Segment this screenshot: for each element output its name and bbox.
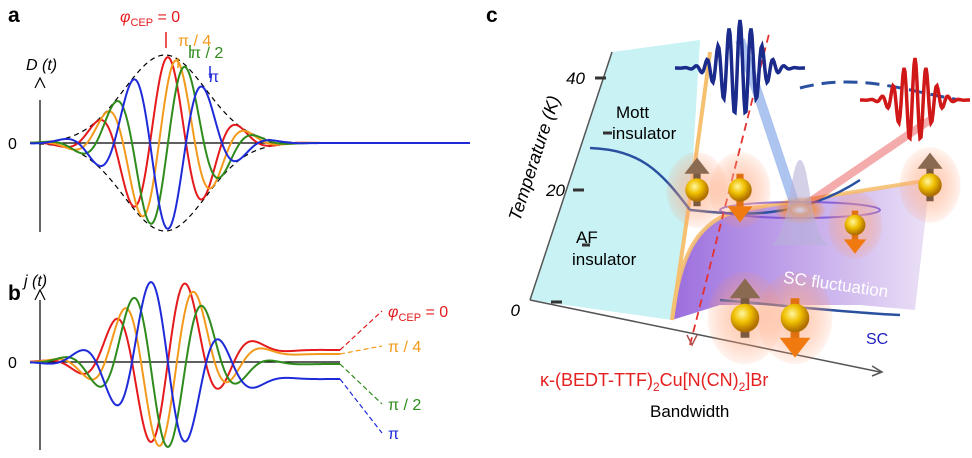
extension — [340, 379, 382, 433]
phase-label: π / 2 — [190, 45, 223, 62]
electron — [728, 178, 751, 201]
electron — [731, 304, 760, 333]
panel-label: a — [8, 4, 20, 27]
extension — [340, 311, 382, 350]
phase-label: π — [208, 69, 219, 86]
label-line: AF — [576, 228, 598, 247]
panel-label: c — [486, 4, 498, 27]
waveform — [30, 79, 470, 228]
extension — [340, 346, 382, 354]
tick-label: 20 — [545, 181, 565, 200]
y-label: j (t) — [22, 273, 47, 290]
symbol: φ — [120, 9, 130, 26]
label-line: insulator — [572, 250, 637, 269]
y-label: D (t) — [26, 57, 57, 74]
text-part: = 0 — [153, 9, 180, 26]
label-line: Mott — [616, 103, 649, 122]
figure: a D (t) 0 φCEP = 0π / 4π / 2π b j (t) 0 … — [0, 0, 972, 458]
subscript: CEP — [398, 312, 421, 324]
axis-arrow — [35, 290, 45, 300]
zero-label: 0 — [8, 355, 17, 372]
phase-label: π / 2 — [388, 397, 421, 414]
extension — [340, 364, 382, 404]
tick-label: 40 — [566, 69, 585, 88]
text-part: Cu[N(CN) — [660, 370, 739, 390]
symbol: φ — [388, 304, 398, 321]
electron — [845, 215, 866, 236]
x-axis-title: Bandwidth — [650, 402, 729, 421]
panel-label: b — [8, 282, 21, 305]
text-part: = 0 — [421, 304, 448, 321]
phase-labels: φCEP = 0 π / 4 π / 2 π — [388, 304, 448, 443]
subscript: CEP — [130, 17, 153, 29]
text-part: ]Br — [745, 370, 768, 390]
electron — [918, 173, 941, 196]
zero-label: 0 — [8, 136, 17, 153]
region-label: SC — [866, 331, 888, 348]
waveform — [30, 60, 470, 216]
current-curves — [30, 282, 382, 447]
material-label: κ-(BEDT-TTF)2Cu[N(CN)2]Br — [540, 370, 768, 394]
axis-arrow — [35, 78, 45, 88]
label-line: insulator — [612, 124, 677, 143]
electron — [685, 178, 708, 201]
tick-label: 0 — [511, 301, 521, 320]
y-axis-title: Temperature (K) — [505, 93, 564, 223]
phase-labels: φCEP = 0π / 4π / 2π — [120, 9, 223, 86]
text-part: κ-(BEDT-TTF) — [540, 370, 653, 390]
phase-label: φCEP = 0 — [388, 304, 448, 324]
illustration — [666, 20, 970, 364]
phase-label: π — [388, 426, 399, 443]
electron — [781, 304, 810, 333]
phase-label: π / 4 — [388, 339, 421, 356]
envelope — [30, 143, 300, 231]
phase-label: φCEP = 0 — [120, 9, 180, 29]
waveform — [30, 67, 470, 224]
